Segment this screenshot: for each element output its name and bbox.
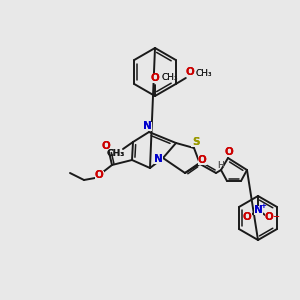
Bar — [185, 68, 194, 76]
Text: S: S — [192, 137, 200, 147]
Text: O: O — [102, 141, 110, 151]
Text: N: N — [154, 154, 162, 164]
Text: O: O — [265, 212, 273, 222]
Text: O: O — [243, 212, 251, 222]
Text: O: O — [198, 155, 206, 165]
Bar — [191, 137, 201, 146]
Text: −: − — [272, 212, 280, 221]
Bar — [242, 212, 251, 221]
Bar — [224, 148, 233, 157]
Text: O: O — [151, 73, 159, 83]
Text: S: S — [192, 137, 200, 147]
Text: CH₃: CH₃ — [196, 68, 212, 77]
Text: +: + — [260, 203, 266, 209]
Text: O: O — [185, 67, 194, 77]
Text: N: N — [142, 121, 152, 131]
Text: N: N — [254, 205, 262, 215]
Bar — [254, 206, 262, 214]
Text: H: H — [217, 161, 224, 170]
Text: N: N — [254, 205, 262, 215]
Text: O: O — [225, 147, 233, 157]
Text: O: O — [185, 67, 194, 77]
Text: O: O — [265, 212, 273, 222]
Text: CH₃: CH₃ — [107, 149, 125, 158]
Text: O: O — [198, 155, 206, 165]
Text: O: O — [243, 212, 251, 222]
Text: O: O — [151, 73, 159, 83]
Text: CH₃: CH₃ — [107, 149, 125, 158]
Text: H: H — [217, 161, 224, 170]
Text: N: N — [154, 154, 162, 164]
Text: CH₃: CH₃ — [196, 68, 212, 77]
Text: +: + — [260, 203, 266, 209]
Text: N: N — [142, 121, 152, 131]
Bar — [154, 154, 163, 164]
Text: O: O — [102, 141, 110, 151]
Bar — [151, 74, 160, 82]
Text: O: O — [94, 170, 103, 180]
Text: CH₃: CH₃ — [162, 74, 178, 82]
Bar — [94, 170, 103, 179]
Text: CH₃: CH₃ — [162, 74, 178, 82]
Text: O: O — [225, 147, 233, 157]
Text: −: − — [272, 212, 280, 221]
Bar — [101, 142, 110, 151]
Bar — [142, 122, 152, 130]
Bar — [197, 155, 206, 164]
Text: O: O — [94, 170, 103, 180]
Bar — [265, 212, 274, 221]
